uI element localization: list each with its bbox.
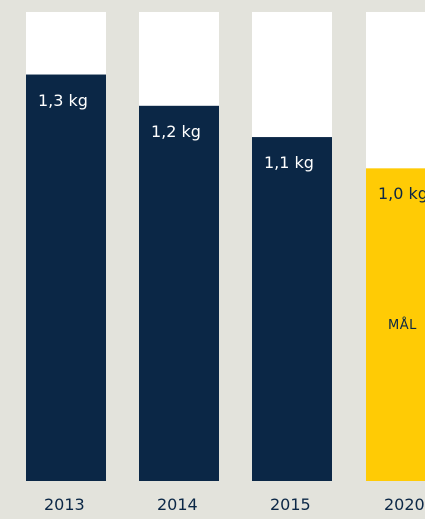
bar-value-label-2013: 1,3 kg [38,90,88,110]
bar-2020 [366,168,425,482]
bar-2013 [26,74,106,482]
bar-value-label-2014: 1,2 kg [151,121,201,141]
x-tick-label-2015: 2015 [270,495,311,514]
bar-value-label-2015: 1,1 kg [264,153,314,173]
goal-label: MÅL [388,318,417,333]
x-tick-label-2013: 2013 [44,495,85,514]
bar-2015 [252,137,332,482]
bar-value-label-2020: 1,0 kg [378,184,425,204]
bar-2014 [139,105,219,482]
x-tick-label-2014: 2014 [157,495,198,514]
x-tick-label-2020: 2020 [384,495,425,514]
